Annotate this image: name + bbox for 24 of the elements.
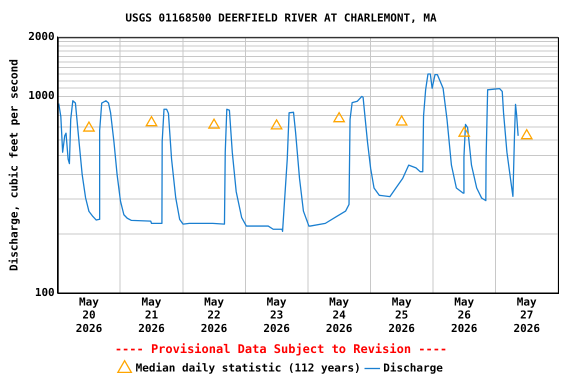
y-axis-title: Discharge, cubic feet per second <box>7 59 20 272</box>
x-tick-label: May 20 2026 <box>76 295 103 335</box>
point <box>83 121 95 132</box>
point <box>333 112 345 122</box>
point <box>458 126 470 137</box>
chart-title: USGS 01168500 DEERFIELD RIVER AT CHARLEMONT, MA <box>125 11 438 24</box>
x-tick-label: May 24 2026 <box>326 295 353 335</box>
x-tick-label: May 25 2026 <box>388 295 416 335</box>
point <box>396 115 408 126</box>
x-tick-label: May 23 2026 <box>263 295 290 335</box>
legend-label: Median daily statistic (112 years) <box>136 361 361 374</box>
legend-label: Discharge <box>383 361 444 374</box>
y-tick-label: 100 <box>34 286 55 299</box>
point <box>270 119 282 130</box>
x-tick-label: May 26 2026 <box>450 295 478 335</box>
y-tick-label: 2000 <box>28 30 55 44</box>
x-tick-label: May 21 2026 <box>138 295 166 335</box>
y-tick-label: 1000 <box>28 89 55 102</box>
point <box>146 116 158 126</box>
x-tick-label: May 27 2026 <box>513 295 540 335</box>
point <box>520 129 533 140</box>
point <box>208 118 220 129</box>
text: ---- Provisional Data Subject to Revision ---- <box>114 342 448 356</box>
x-tick-label: May 22 2026 <box>200 295 228 335</box>
